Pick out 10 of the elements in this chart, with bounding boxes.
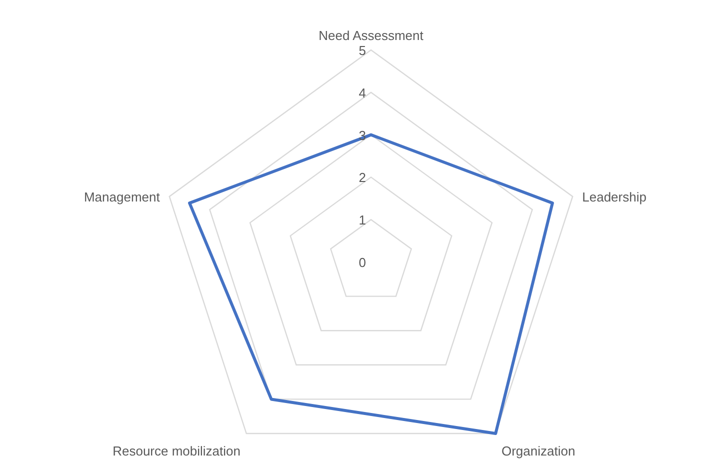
y-tick-label: 5 xyxy=(358,43,366,58)
spoke-label: Management xyxy=(84,189,160,204)
y-tick-label: 2 xyxy=(358,170,366,186)
spoke-label: Organization xyxy=(501,444,576,459)
y-tick-label: 4 xyxy=(358,85,366,100)
spoke-label: Resource mobilization xyxy=(112,444,241,459)
spoke-label: Need Assessment xyxy=(318,28,424,43)
y-tick-label: 0 xyxy=(358,255,366,270)
spoke-label: Leadership xyxy=(582,189,646,204)
y-tick-label: 1 xyxy=(358,212,366,228)
